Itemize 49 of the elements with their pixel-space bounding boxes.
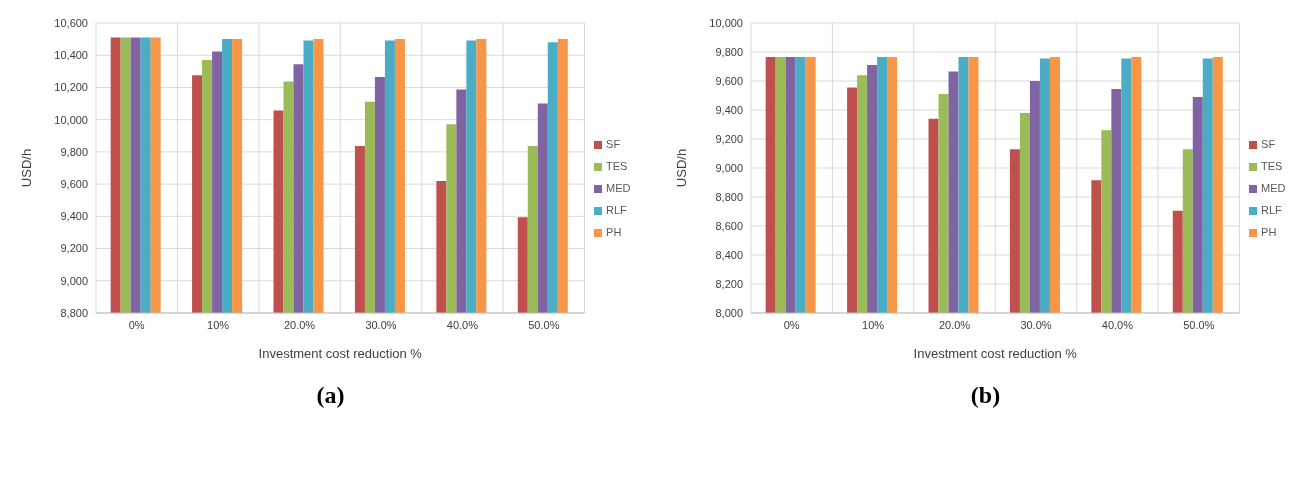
y-tick-label: 8,200 xyxy=(714,277,743,290)
x-tick-label: 30.0% xyxy=(364,318,397,331)
legend-label: MED xyxy=(1261,182,1286,194)
x-axis-title: Investment cost reduction % xyxy=(913,346,1077,361)
y-axis-title: USD/h xyxy=(18,148,34,188)
y-tick-label: 8,600 xyxy=(714,219,743,232)
y-tick-label: 9,600 xyxy=(714,74,743,87)
x-tick-label: 20.0% xyxy=(283,318,315,331)
y-tick-label: 9,000 xyxy=(59,274,88,287)
x-tick-label: 0% xyxy=(783,318,800,331)
legend-label: PH xyxy=(606,226,622,238)
legend-label: SF xyxy=(1261,138,1276,150)
y-tick-label: 8,800 xyxy=(714,190,743,203)
legend-label: TES xyxy=(1261,160,1283,172)
x-tick-label: 0% xyxy=(128,318,145,331)
y-tick-label: 8,400 xyxy=(714,248,743,261)
y-tick-label: 9,400 xyxy=(714,103,743,116)
y-tick-label: 10,000 xyxy=(708,16,743,29)
legend-label: PH xyxy=(1261,226,1277,238)
x-tick-label: 30.0% xyxy=(1019,318,1052,331)
x-tick-label: 20.0% xyxy=(938,318,970,331)
y-tick-label: 9,600 xyxy=(59,178,88,191)
y-tick-label: 10,000 xyxy=(53,113,88,126)
y-tick-label: 10,400 xyxy=(53,49,88,62)
text: (a) xyxy=(316,382,345,409)
x-axis-title: Investment cost reduction % xyxy=(258,346,422,361)
x-tick-label: 40.0% xyxy=(1101,318,1133,331)
legend-label: RLF xyxy=(606,204,627,216)
y-tick-label: 9,000 xyxy=(714,161,743,174)
y-tick-label: 8,800 xyxy=(59,306,88,319)
y-tick-label: 9,200 xyxy=(59,242,88,255)
legend-label: MED xyxy=(606,182,631,194)
y-tick-label: 9,400 xyxy=(59,210,88,223)
x-tick-label: 10% xyxy=(206,318,229,331)
y-tick-label: 10,600 xyxy=(53,16,88,29)
y-tick-label: 8,000 xyxy=(714,306,743,319)
text: (b) xyxy=(970,382,1001,409)
legend-label: TES xyxy=(606,160,628,172)
x-tick-label: 50.0% xyxy=(1182,318,1215,331)
x-tick-label: 10% xyxy=(861,318,884,331)
y-tick-label: 10,200 xyxy=(53,81,88,94)
y-tick-label: 9,800 xyxy=(59,145,88,158)
x-tick-label: 40.0% xyxy=(446,318,478,331)
y-tick-label: 9,800 xyxy=(714,45,743,58)
y-axis-title: USD/h xyxy=(673,148,689,188)
legend-label: SF xyxy=(606,138,621,150)
y-tick-label: 9,200 xyxy=(714,132,743,145)
x-tick-label: 50.0% xyxy=(527,318,560,331)
legend-label: RLF xyxy=(1261,204,1282,216)
